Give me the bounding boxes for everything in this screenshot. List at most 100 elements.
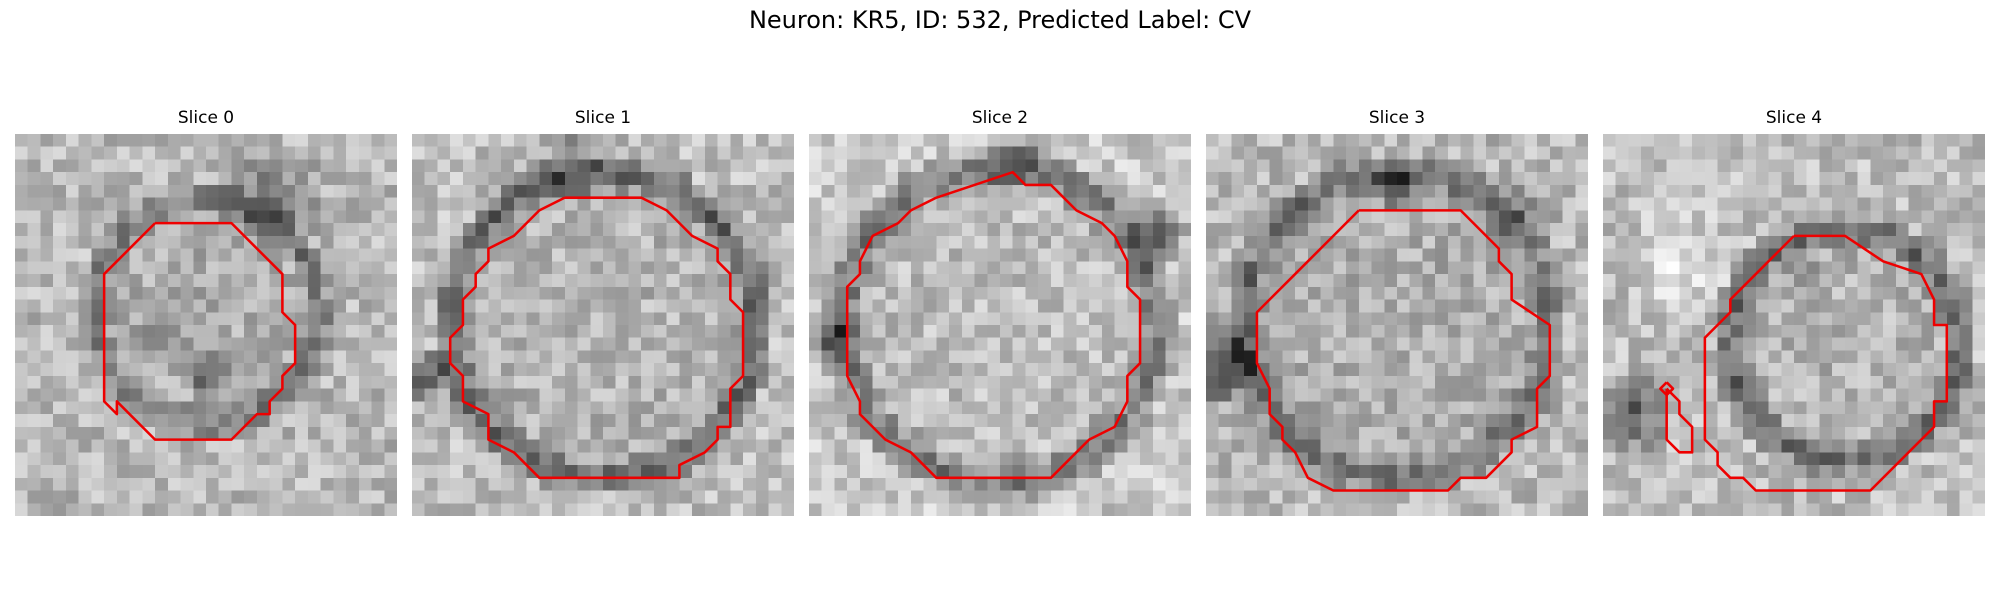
image-pixel [1692, 261, 1706, 275]
image-pixel [1832, 401, 1846, 415]
image-pixel [1140, 503, 1154, 516]
image-pixel [692, 477, 706, 491]
image-pixel [539, 350, 553, 364]
image-pixel [307, 363, 321, 377]
image-pixel [1641, 426, 1655, 440]
image-pixel [475, 134, 489, 147]
image-pixel [1857, 375, 1871, 389]
image-pixel [424, 299, 438, 313]
image-pixel [65, 248, 79, 262]
image-pixel [1371, 197, 1385, 211]
image-pixel [1269, 197, 1283, 211]
image-pixel [1076, 414, 1090, 428]
image-pixel [1409, 465, 1423, 479]
image-pixel [1641, 388, 1655, 402]
image-pixel [1511, 388, 1525, 402]
image-pixel [1934, 210, 1948, 224]
image-pixel [1486, 134, 1500, 147]
image-pixel [1371, 477, 1385, 491]
image-pixel [526, 503, 540, 516]
image-pixel [1641, 184, 1655, 198]
image-pixel [1743, 490, 1757, 504]
image-pixel [1140, 490, 1154, 504]
image-pixel [462, 134, 476, 147]
image-pixel [40, 325, 54, 338]
image-pixel [1768, 274, 1782, 288]
image-pixel [1895, 312, 1909, 326]
image-pixel [1101, 401, 1115, 415]
image-pixel [65, 146, 79, 160]
image-pixel [809, 465, 822, 479]
image-pixel [333, 248, 347, 262]
image-pixel [1819, 134, 1833, 147]
image-pixel [180, 159, 194, 173]
image-pixel [1934, 235, 1948, 249]
image-pixel [333, 350, 347, 364]
image-pixel [1206, 274, 1219, 288]
image-pixel [974, 363, 988, 377]
image-pixel [1127, 274, 1141, 288]
image-pixel [603, 375, 616, 389]
image-pixel [1282, 363, 1296, 377]
image-pixel [1038, 363, 1052, 377]
image-pixel [1486, 477, 1500, 491]
image-pixel [666, 388, 680, 402]
image-pixel [539, 146, 553, 160]
image-pixel [603, 274, 616, 288]
image-pixel [1615, 350, 1629, 364]
image-pixel [1562, 503, 1576, 516]
image-pixel [577, 146, 591, 160]
image-pixel [885, 286, 899, 300]
image-pixel [1641, 439, 1655, 453]
image-pixel [1397, 184, 1410, 198]
image-pixel [155, 235, 169, 249]
image-pixel [1244, 439, 1258, 453]
image-pixel [1806, 235, 1820, 249]
image-pixel [513, 248, 527, 262]
image-pixel [898, 134, 912, 147]
image-pixel [1921, 210, 1935, 224]
image-pixel [1114, 210, 1128, 224]
image-pixel [1615, 401, 1629, 415]
image-pixel [104, 375, 118, 389]
image-pixel [1934, 248, 1948, 262]
image-pixel [666, 375, 680, 389]
image-pixel [256, 490, 270, 504]
image-pixel [809, 401, 822, 415]
image-pixel [1384, 337, 1398, 351]
image-pixel [1282, 197, 1296, 211]
image-pixel [1244, 426, 1258, 440]
image-pixel [1666, 159, 1680, 173]
image-pixel [1358, 299, 1372, 313]
image-pixel [78, 477, 92, 491]
image-pixel [384, 261, 397, 275]
image-pixel [885, 184, 899, 198]
image-pixel [295, 197, 309, 211]
image-pixel [167, 465, 181, 479]
image-pixel [615, 388, 629, 402]
image-pixel [1615, 439, 1629, 453]
image-pixel [1730, 134, 1744, 147]
image-pixel [898, 172, 912, 186]
image-pixel [1730, 159, 1744, 173]
image-pixel [1127, 210, 1141, 224]
image-pixel [358, 325, 372, 338]
image-pixel [1603, 223, 1616, 237]
image-pixel [1781, 299, 1795, 313]
image-pixel [307, 159, 321, 173]
image-pixel [704, 286, 718, 300]
image-pixel [564, 426, 578, 440]
image-pixel [333, 337, 347, 351]
image-pixel [15, 477, 28, 491]
image-pixel [1946, 350, 1960, 364]
image-pixel [885, 134, 899, 147]
image-pixel [1397, 248, 1410, 262]
image-pixel [834, 286, 848, 300]
figure-title: Neuron: KR5, ID: 532, Predicted Label: C… [748, 6, 1252, 34]
image-pixel [1038, 274, 1052, 288]
image-pixel [1730, 465, 1744, 479]
image-pixel [692, 465, 706, 479]
image-pixel [1447, 223, 1461, 237]
image-pixel [603, 172, 616, 186]
image-pixel [743, 337, 757, 351]
